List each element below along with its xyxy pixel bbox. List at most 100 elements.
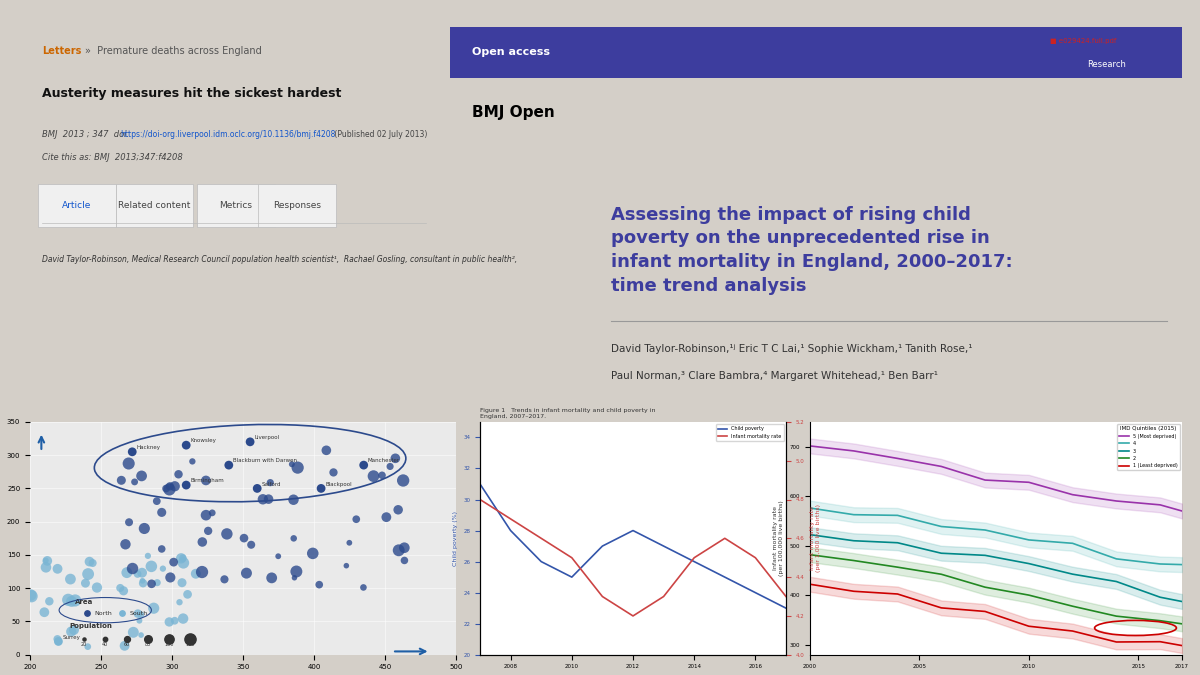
Point	[389, 545, 408, 556]
4	[803, 504, 817, 512]
Point	[62, 596, 82, 607]
Point	[178, 589, 197, 600]
Point	[132, 470, 151, 481]
Text: Population: Population	[70, 623, 113, 629]
Point	[182, 456, 202, 467]
Point	[40, 596, 59, 607]
2	[1066, 602, 1080, 610]
Point	[198, 525, 217, 536]
Point	[380, 461, 400, 472]
Text: Blackburn with Darwen: Blackburn with Darwen	[233, 458, 296, 463]
Point	[354, 582, 373, 593]
Text: Metrics: Metrics	[220, 200, 252, 210]
2	[890, 563, 905, 571]
Text: »  Premature deaths across England: » Premature deaths across England	[85, 47, 262, 57]
Point	[66, 595, 85, 606]
Point	[37, 556, 56, 566]
Point	[197, 510, 216, 520]
Point	[124, 627, 143, 638]
Point	[269, 551, 288, 562]
1 (Least deprived)	[1153, 638, 1168, 646]
3	[1153, 593, 1168, 601]
5 (Most deprived)	[803, 442, 817, 450]
Point	[253, 494, 272, 505]
FancyBboxPatch shape	[115, 184, 193, 227]
Line: 5 (Most deprived): 5 (Most deprived)	[810, 446, 1182, 511]
3	[1109, 578, 1123, 586]
5 (Most deprived)	[934, 462, 948, 470]
Text: Article: Article	[62, 200, 91, 210]
Line: 3: 3	[810, 535, 1182, 601]
2	[1175, 620, 1189, 628]
Line: 2: 2	[810, 555, 1182, 624]
Child poverty	[656, 542, 671, 550]
Point	[138, 551, 157, 562]
Text: 80: 80	[145, 642, 151, 647]
5 (Most deprived)	[978, 476, 992, 484]
Point	[142, 578, 161, 589]
Text: Manchester: Manchester	[368, 458, 400, 463]
Text: 20: 20	[80, 642, 88, 647]
Line: Child poverty: Child poverty	[480, 484, 786, 608]
Point	[176, 480, 196, 491]
Point	[134, 523, 154, 534]
Text: Birmingham: Birmingham	[191, 479, 224, 483]
Text: (Published 02 July 2013): (Published 02 July 2013)	[332, 130, 427, 138]
4	[1153, 560, 1168, 568]
Point	[310, 579, 329, 590]
2	[934, 570, 948, 578]
Text: BMJ Open: BMJ Open	[472, 105, 554, 120]
Point	[220, 460, 239, 470]
Point	[156, 483, 175, 494]
Point	[49, 636, 68, 647]
Text: Salford: Salford	[262, 482, 281, 487]
Text: 120: 120	[186, 642, 196, 647]
Point	[113, 608, 132, 619]
2	[1153, 617, 1168, 625]
Point	[61, 626, 80, 637]
Point	[133, 578, 152, 589]
1 (Least deprived)	[1021, 622, 1036, 630]
Point	[173, 577, 192, 588]
Infant mortality rate	[534, 535, 548, 543]
1 (Least deprived)	[890, 590, 905, 598]
Legend: Child poverty, Infant mortality rate: Child poverty, Infant mortality rate	[716, 425, 784, 441]
Y-axis label: Cut per head (£): Cut per head (£)	[0, 507, 1, 570]
Point	[395, 542, 414, 553]
Point	[154, 563, 173, 574]
Point	[133, 575, 152, 586]
5 (Most deprived)	[1175, 507, 1189, 515]
Legend: 5 (Most deprived), 4, 3, 2, 1 (Least deprived): 5 (Most deprived), 4, 3, 2, 1 (Least dep…	[1117, 425, 1180, 470]
Text: Open access: Open access	[472, 47, 550, 57]
Point	[262, 572, 281, 583]
3	[978, 551, 992, 560]
Text: David Taylor-Robinson,¹ʲ Eric T C Lai,¹ Sophie Wickham,¹ Tanith Rose,¹: David Taylor-Robinson,¹ʲ Eric T C Lai,¹ …	[611, 344, 972, 354]
Point	[132, 567, 151, 578]
Point	[115, 641, 134, 651]
FancyBboxPatch shape	[258, 184, 336, 227]
Point	[240, 437, 259, 448]
Point	[132, 630, 151, 641]
Point	[59, 595, 78, 605]
Text: 40: 40	[102, 642, 108, 647]
Infant mortality rate	[564, 554, 578, 562]
Point	[284, 494, 304, 505]
Infant mortality rate	[473, 495, 487, 504]
Point	[288, 462, 307, 473]
Point	[172, 553, 191, 564]
Point	[173, 553, 192, 564]
Point	[78, 641, 97, 652]
Text: ■ e029424.full.pdf: ■ e029424.full.pdf	[1050, 38, 1117, 44]
4	[934, 522, 948, 531]
Child poverty	[595, 542, 610, 550]
Point	[377, 512, 396, 522]
Point	[118, 567, 137, 578]
Text: Knowsley: Knowsley	[191, 438, 216, 443]
Child poverty	[749, 589, 763, 597]
Point	[112, 475, 131, 486]
Point	[61, 574, 80, 585]
Point	[128, 568, 148, 579]
Child poverty	[626, 526, 641, 535]
1 (Least deprived)	[934, 604, 948, 612]
Point	[347, 514, 366, 524]
